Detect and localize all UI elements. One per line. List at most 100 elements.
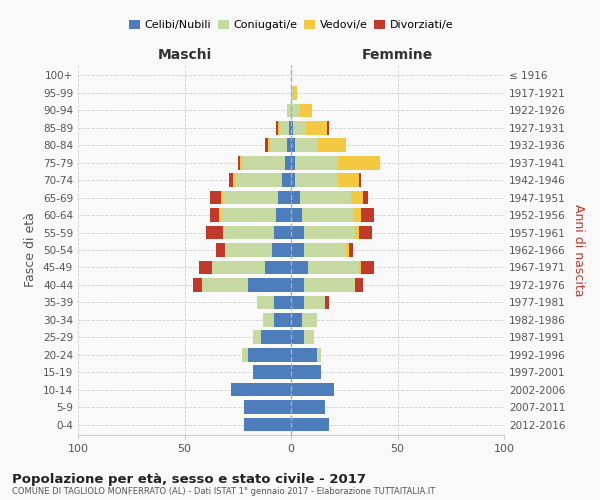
Bar xyxy=(253,330,261,344)
Bar xyxy=(274,226,291,239)
Bar xyxy=(284,156,291,170)
Bar xyxy=(274,313,291,326)
Bar xyxy=(304,296,325,309)
Bar xyxy=(346,243,349,257)
Bar xyxy=(291,156,295,170)
Bar xyxy=(291,191,299,204)
Bar xyxy=(349,243,353,257)
Bar xyxy=(304,226,355,239)
Text: Maschi: Maschi xyxy=(157,48,212,62)
Bar xyxy=(291,226,304,239)
Bar xyxy=(291,400,325,414)
Bar xyxy=(244,400,291,414)
Bar xyxy=(317,138,346,152)
Bar xyxy=(276,121,278,134)
Bar xyxy=(280,121,289,134)
Bar xyxy=(338,156,380,170)
Bar xyxy=(327,121,329,134)
Bar xyxy=(291,208,302,222)
Bar xyxy=(304,278,355,291)
Bar xyxy=(291,260,308,274)
Y-axis label: Anni di nascita: Anni di nascita xyxy=(572,204,585,296)
Bar xyxy=(223,191,278,204)
Bar xyxy=(295,138,317,152)
Bar xyxy=(291,330,304,344)
Bar xyxy=(242,348,248,362)
Bar xyxy=(210,208,218,222)
Bar xyxy=(291,366,321,379)
Bar xyxy=(218,208,221,222)
Bar xyxy=(202,278,248,291)
Bar xyxy=(193,278,202,291)
Bar xyxy=(240,156,242,170)
Bar xyxy=(295,174,338,187)
Bar xyxy=(355,226,359,239)
Bar xyxy=(261,330,291,344)
Bar xyxy=(338,174,359,187)
Bar xyxy=(359,174,361,187)
Bar xyxy=(236,174,283,187)
Bar xyxy=(291,104,299,117)
Bar xyxy=(257,296,274,309)
Bar xyxy=(217,243,225,257)
Bar xyxy=(361,260,374,274)
Bar xyxy=(304,243,346,257)
Bar xyxy=(308,260,359,274)
Bar xyxy=(270,138,287,152)
Bar xyxy=(265,138,268,152)
Legend: Celibi/Nubili, Coniugati/e, Vedovi/e, Divorziati/e: Celibi/Nubili, Coniugati/e, Vedovi/e, Di… xyxy=(124,15,458,34)
Bar xyxy=(293,121,306,134)
Bar xyxy=(299,191,350,204)
Bar xyxy=(274,296,291,309)
Y-axis label: Fasce di età: Fasce di età xyxy=(25,212,37,288)
Bar xyxy=(287,138,291,152)
Bar xyxy=(248,348,291,362)
Bar xyxy=(289,121,291,134)
Bar xyxy=(278,191,291,204)
Bar xyxy=(302,208,353,222)
Text: Popolazione per età, sesso e stato civile - 2017: Popolazione per età, sesso e stato civil… xyxy=(12,472,366,486)
Bar xyxy=(223,226,274,239)
Bar xyxy=(291,313,302,326)
Bar xyxy=(268,138,270,152)
Bar xyxy=(291,348,317,362)
Bar xyxy=(242,156,284,170)
Bar xyxy=(295,156,338,170)
Bar xyxy=(359,226,372,239)
Bar xyxy=(325,296,329,309)
Bar xyxy=(244,418,291,432)
Bar xyxy=(291,243,304,257)
Bar xyxy=(302,313,317,326)
Bar xyxy=(283,174,291,187)
Bar xyxy=(248,278,291,291)
Bar xyxy=(306,121,327,134)
Bar xyxy=(238,156,240,170)
Bar xyxy=(355,278,364,291)
Bar xyxy=(206,226,223,239)
Bar xyxy=(291,86,293,100)
Bar xyxy=(253,366,291,379)
Bar xyxy=(212,260,265,274)
Bar xyxy=(291,296,304,309)
Bar xyxy=(291,418,329,432)
Bar xyxy=(225,243,272,257)
Bar xyxy=(278,121,280,134)
Bar xyxy=(263,313,274,326)
Bar xyxy=(199,260,212,274)
Bar xyxy=(304,330,314,344)
Bar xyxy=(350,191,364,204)
Bar xyxy=(291,278,304,291)
Bar xyxy=(317,348,321,362)
Bar xyxy=(221,208,276,222)
Bar xyxy=(229,174,233,187)
Bar xyxy=(291,121,293,134)
Bar xyxy=(291,138,295,152)
Bar xyxy=(353,208,361,222)
Bar xyxy=(287,104,291,117)
Bar xyxy=(265,260,291,274)
Bar xyxy=(364,191,368,204)
Bar xyxy=(233,174,236,187)
Bar xyxy=(276,208,291,222)
Bar xyxy=(291,174,295,187)
Bar xyxy=(291,383,334,396)
